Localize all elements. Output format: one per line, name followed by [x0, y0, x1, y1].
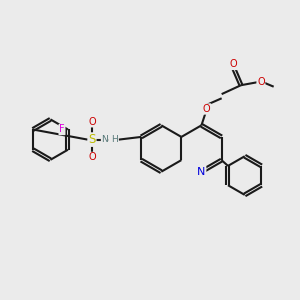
Text: N: N	[101, 135, 108, 144]
Text: O: O	[88, 152, 96, 162]
Text: O: O	[230, 59, 237, 69]
Text: O: O	[257, 76, 265, 87]
Text: H: H	[111, 135, 118, 144]
Text: O: O	[203, 104, 211, 114]
Text: F: F	[59, 124, 65, 134]
Text: O: O	[88, 117, 96, 127]
Text: N: N	[197, 167, 206, 177]
Text: S: S	[88, 133, 96, 146]
